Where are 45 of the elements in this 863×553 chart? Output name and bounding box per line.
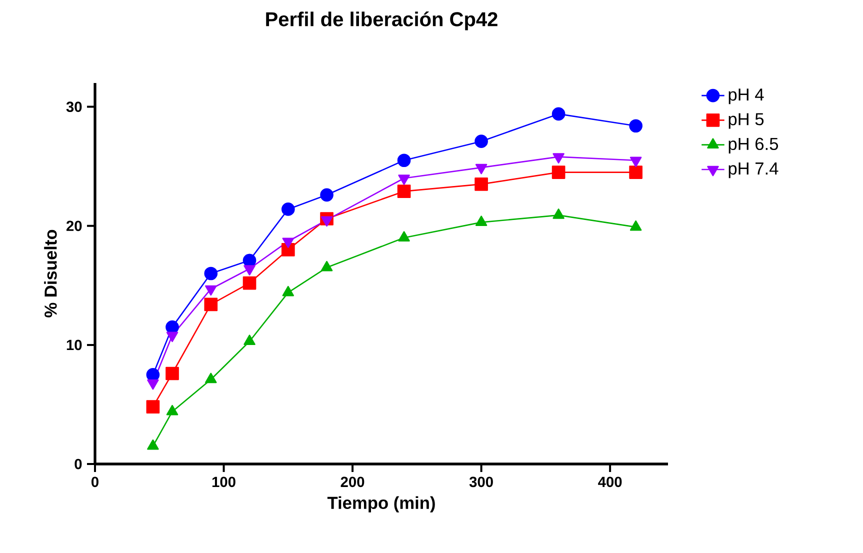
x-tick-label: 400 xyxy=(598,476,622,488)
legend-label: pH 4 xyxy=(728,88,764,104)
y-tick-label: 10 xyxy=(66,340,82,350)
chart-title: Perfil de liberación Cp42 xyxy=(266,11,498,30)
point xyxy=(474,134,488,148)
point xyxy=(552,107,566,121)
point xyxy=(147,439,159,450)
point xyxy=(320,188,334,202)
point xyxy=(242,254,256,268)
point xyxy=(398,174,410,185)
point xyxy=(397,154,411,168)
point xyxy=(281,202,295,216)
point xyxy=(629,166,642,179)
point xyxy=(244,334,256,346)
point xyxy=(282,286,294,296)
point xyxy=(320,216,333,227)
point xyxy=(146,368,160,382)
point xyxy=(166,366,179,380)
point xyxy=(397,184,411,198)
point xyxy=(552,153,564,164)
x-tick-label: 300 xyxy=(469,476,493,488)
x-axis-title: Tiempo (min) xyxy=(327,496,435,512)
point xyxy=(166,404,178,416)
point xyxy=(166,320,179,334)
legend-label: pH 6.5 xyxy=(728,138,778,154)
point xyxy=(204,266,218,280)
point xyxy=(242,276,256,290)
point xyxy=(146,400,160,414)
x-tick-label: 200 xyxy=(340,476,364,488)
point xyxy=(630,156,642,168)
point xyxy=(205,372,217,384)
point xyxy=(475,164,488,174)
x-tick-label: 100 xyxy=(212,476,236,488)
legend-label: pH 7.4 xyxy=(728,162,778,178)
x-tick-label: 0 xyxy=(92,476,98,488)
point xyxy=(474,178,488,191)
point xyxy=(204,298,218,312)
point xyxy=(552,166,566,179)
point xyxy=(629,119,642,133)
y-tick-label: 20 xyxy=(66,220,82,232)
y-axis-title: % Disuelto xyxy=(44,230,57,318)
legend-label: pH 5 xyxy=(728,113,764,129)
point xyxy=(320,260,333,272)
y-tick-label: 30 xyxy=(66,102,82,112)
y-tick-label: 0 xyxy=(74,458,82,470)
